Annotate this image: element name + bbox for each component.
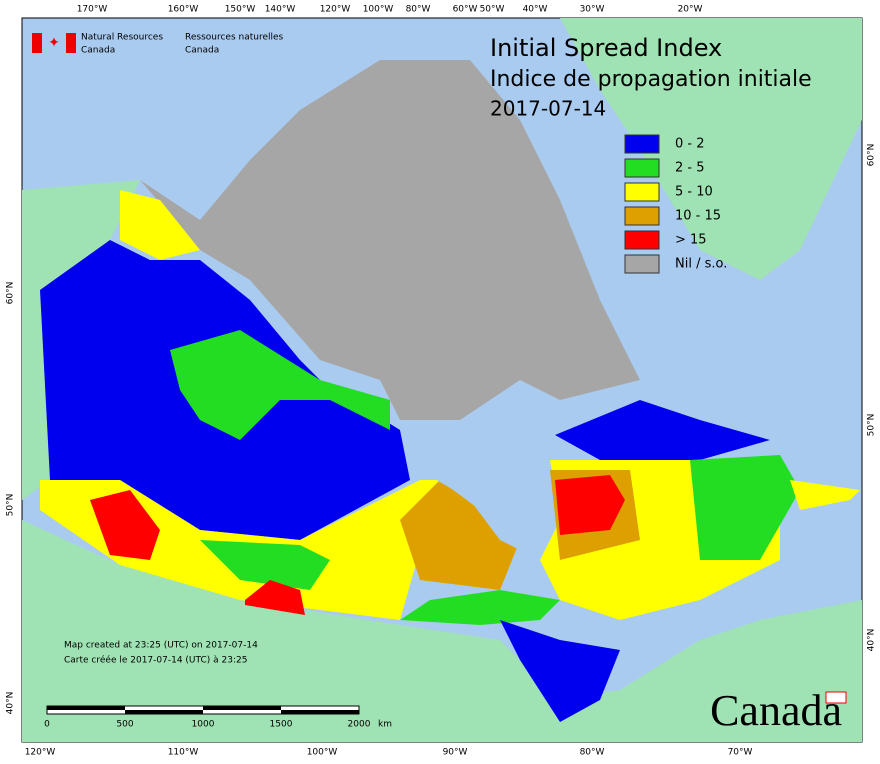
title-en: Initial Spread Index [490, 34, 722, 62]
longitude-label: 100°W [363, 5, 394, 15]
latitude-label: 60°N [867, 144, 877, 167]
quebec-blue [555, 400, 770, 460]
scale-label: 1500 [270, 720, 293, 730]
legend-label: 2 - 5 [675, 161, 705, 176]
usa-land [22, 520, 862, 742]
scale-label: 2000 [348, 720, 371, 730]
scale-unit: km [378, 720, 392, 730]
longitude-label: 140°W [265, 5, 296, 15]
bc-red [90, 490, 160, 560]
legend-label: > 15 [675, 233, 707, 248]
scale-label: 1000 [192, 720, 215, 730]
scale-segment [203, 706, 281, 710]
title-fr: Indice de propagation initiale [490, 67, 812, 92]
longitude-label: 100°W [307, 748, 338, 758]
nwt-green [170, 330, 390, 440]
latitude-label: 40°N [6, 692, 16, 715]
longitude-label: 90°W [443, 748, 468, 758]
flag-bar [32, 33, 42, 53]
longitude-label: 40°W [523, 5, 548, 15]
longitude-label: 110°W [168, 748, 199, 758]
scale-bar: 0 500 1000 1500 2000 km [44, 705, 392, 730]
legend-swatch [624, 182, 660, 202]
legend-label: 10 - 15 [675, 209, 721, 224]
quebec-red [555, 475, 625, 535]
yukon-yellow [120, 190, 200, 260]
agency-fr: Ressources naturelles [185, 33, 284, 43]
quebec-green [690, 455, 800, 560]
longitude-label: 70°W [728, 748, 753, 758]
title-date: 2017-07-14 [490, 97, 606, 121]
ontario-orange [400, 480, 520, 590]
scale-segment [125, 710, 203, 714]
latitude-label: 50°N [867, 414, 877, 437]
ontario-south-blue [500, 620, 620, 722]
scale-segment [281, 710, 359, 714]
agency-fr: Canada [185, 46, 219, 56]
note: Map created at 23:25 (UTC) on 2017-07-14 [64, 641, 258, 651]
latitude-label: 40°N [867, 629, 877, 652]
longitude-label: 80°W [580, 748, 605, 758]
prairie-green [200, 540, 330, 590]
legend-swatch [624, 254, 660, 274]
graticule: 170°W 160°W 150°W 140°W 120°W 100°W 80°W 60°W 50… [6, 5, 877, 758]
legend-swatch [624, 158, 660, 178]
sask-red [245, 580, 305, 615]
legend-swatch [624, 206, 660, 226]
longitude-label: 120°W [25, 748, 56, 758]
longitude-label: 50°W [480, 5, 505, 15]
agency-en: Canada [81, 46, 115, 56]
longitude-label: 150°W [225, 5, 256, 15]
legend: 0 - 2 2 - 5 5 - 10 10 - 15 > 15 Nil / s.o. [624, 134, 727, 274]
scale-label: 0 [44, 720, 50, 730]
latitude-label: 60°N [6, 282, 16, 305]
newfoundland [790, 480, 860, 510]
latitude-label: 50°N [6, 494, 16, 517]
wordmark-flag [825, 691, 847, 704]
legend-label: 0 - 2 [675, 137, 705, 152]
longitude-label: 120°W [320, 5, 351, 15]
longitude-label: 170°W [77, 5, 108, 15]
longitude-label: 30°W [580, 5, 605, 15]
longitude-label: 60°W [453, 5, 478, 15]
scale-label: 500 [116, 720, 133, 730]
note: Carte créée le 2017-07-14 (UTC) à 23:25 [64, 655, 247, 666]
hudson-bay [400, 420, 560, 560]
arctic-nil [140, 60, 640, 420]
legend-label: Nil / s.o. [675, 257, 727, 272]
longitude-label: 160°W [168, 5, 199, 15]
map [21, 17, 863, 743]
header: ✦ Natural Resources Canada Ressources na… [32, 33, 284, 56]
ontario-green [400, 590, 560, 625]
flag-leaf: ✦ [48, 35, 60, 51]
agency-en: Natural Resources [81, 33, 163, 43]
wordmark: Canada [710, 686, 842, 735]
legend-swatch [624, 134, 660, 154]
alaska-land [22, 180, 140, 500]
scale-segment [47, 706, 125, 710]
longitude-label: 80°W [406, 5, 431, 15]
flag-bar [66, 33, 76, 53]
legend-label: 5 - 10 [675, 185, 713, 200]
longitude-label: 20°W [678, 5, 703, 15]
legend-swatch [624, 230, 660, 250]
greenland [560, 18, 862, 280]
